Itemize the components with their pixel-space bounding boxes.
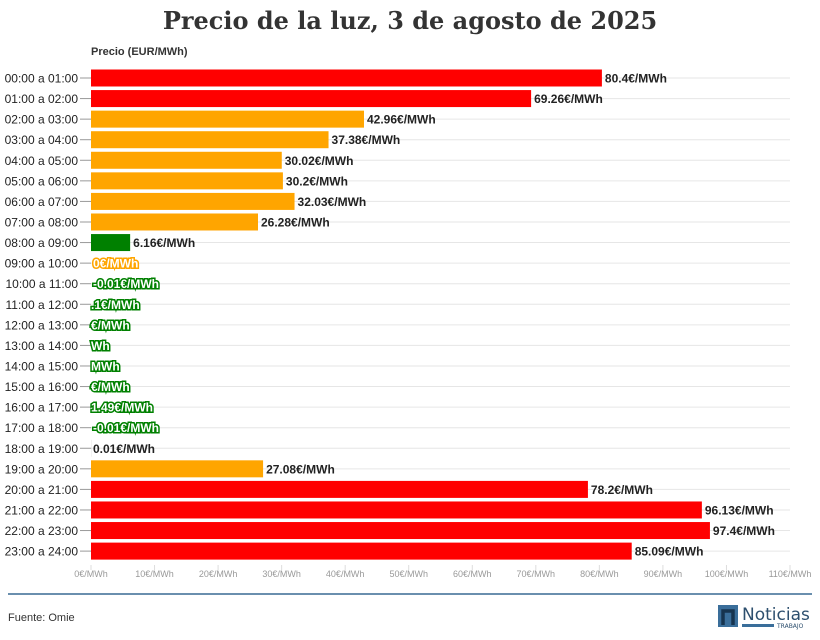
- category-label: 15:00 a 16:00: [5, 380, 79, 394]
- data-label: 96.13€/MWh: [705, 503, 774, 517]
- category-label: 13:00 a 14:00: [5, 339, 79, 353]
- category-label: 05:00 a 06:00: [5, 174, 79, 188]
- category-label: 02:00 a 03:00: [5, 113, 79, 127]
- x-tick-label: 0€/MWh: [74, 569, 108, 579]
- category-label: 12:00 a 13:00: [5, 318, 79, 332]
- logo-text: Noticias: [742, 605, 810, 625]
- bar: [91, 110, 364, 128]
- category-label: 04:00 a 05:00: [5, 154, 79, 168]
- category-label: 21:00 a 22:00: [5, 503, 79, 517]
- bar: [91, 234, 131, 252]
- category-label: 18:00 a 19:00: [5, 442, 79, 456]
- data-label: 85.09€/MWh: [635, 545, 704, 559]
- data-label: €/MWh: [91, 380, 130, 394]
- bar: [91, 151, 282, 169]
- x-tick-label: 30€/MWh: [262, 569, 301, 579]
- category-label: 10:00 a 11:00: [5, 277, 78, 291]
- data-label: 30.2€/MWh: [286, 174, 348, 188]
- data-label: 30.02€/MWh: [285, 154, 354, 168]
- bar: [91, 213, 258, 231]
- x-tick-label: 100€/MWh: [705, 569, 749, 579]
- data-label: 32.03€/MWh: [298, 195, 367, 209]
- x-tick-label: 40€/MWh: [326, 569, 365, 579]
- data-label: 26.28€/MWh: [261, 215, 330, 229]
- data-label: Wh: [91, 339, 110, 353]
- x-tick-label: 10€/MWh: [135, 569, 174, 579]
- bar: [91, 480, 588, 498]
- data-label: -0.01€/MWh: [93, 277, 159, 291]
- data-label: .1€/MWh: [91, 298, 140, 312]
- logo-mark-icon: Noticias TRABAJO: [718, 605, 810, 630]
- x-tick-label: 110€/MWh: [769, 569, 812, 579]
- data-label: 6.16€/MWh: [133, 236, 195, 250]
- bar-chart: 0€/MWh 10€/MWh 20€/MWh 30€/MWh 40€/MWh 50€/MW…: [5, 69, 812, 579]
- data-label: 78.2€/MWh: [591, 483, 653, 497]
- category-label: 20:00 a 21:00: [5, 483, 79, 497]
- data-label: 0€/MWh: [93, 257, 138, 271]
- category-label: 06:00 a 07:00: [5, 195, 79, 209]
- data-label: 37.38€/MWh: [332, 133, 401, 147]
- bar: [91, 172, 283, 190]
- data-label: -0.01€/MWh: [93, 421, 159, 435]
- category-label: 11:00 a 12:00: [5, 298, 78, 312]
- category-label: 00:00 a 01:00: [5, 72, 79, 86]
- data-label: 97.4€/MWh: [713, 524, 775, 538]
- bar: [91, 522, 710, 540]
- data-label: 80.4€/MWh: [605, 72, 667, 86]
- category-label: 14:00 a 15:00: [5, 359, 79, 373]
- bar: [91, 501, 702, 519]
- x-tick-label: 20€/MWh: [199, 569, 238, 579]
- data-label: 1.49€/MWh: [91, 401, 153, 415]
- category-label: 17:00 a 18:00: [5, 421, 79, 435]
- x-tick-label: 70€/MWh: [517, 569, 556, 579]
- category-label: 09:00 a 10:00: [5, 257, 79, 271]
- bar: [91, 192, 295, 210]
- x-tick-label: 60€/MWh: [453, 569, 492, 579]
- category-label: 16:00 a 17:00: [5, 401, 79, 415]
- category-label: 01:00 a 02:00: [5, 92, 79, 106]
- data-label: 0.01€/MWh: [93, 442, 155, 456]
- x-tick-label: 50€/MWh: [389, 569, 428, 579]
- category-label: 23:00 a 24:00: [5, 545, 79, 559]
- category-label: 22:00 a 23:00: [5, 524, 79, 538]
- data-label: MWh: [91, 359, 120, 373]
- category-label: 19:00 a 20:00: [5, 462, 79, 476]
- divider: [8, 593, 812, 595]
- noticias-trabajo-logo: Noticias TRABAJO: [718, 603, 814, 631]
- bar: [91, 131, 329, 149]
- x-tick-label: 90€/MWh: [644, 569, 683, 579]
- axis-label: Precio (EUR/MWh): [91, 46, 188, 58]
- bar: [91, 69, 602, 87]
- bar: [91, 460, 264, 478]
- logo-sub: TRABAJO: [776, 623, 804, 630]
- category-label: 03:00 a 04:00: [5, 133, 79, 147]
- bar: [91, 90, 532, 108]
- x-tick-label: 80€/MWh: [580, 569, 619, 579]
- data-label: 42.96€/MWh: [367, 113, 436, 127]
- category-label: 07:00 a 08:00: [5, 215, 79, 229]
- source-note: Fuente: Omie: [8, 612, 75, 624]
- category-label: 08:00 a 09:00: [5, 236, 79, 250]
- data-label: €/MWh: [91, 318, 130, 332]
- bar: [91, 542, 632, 560]
- data-label: 69.26€/MWh: [534, 92, 603, 106]
- chart-title: Precio de la luz, 3 de agosto de 2025: [162, 6, 658, 35]
- data-label: 27.08€/MWh: [266, 462, 335, 476]
